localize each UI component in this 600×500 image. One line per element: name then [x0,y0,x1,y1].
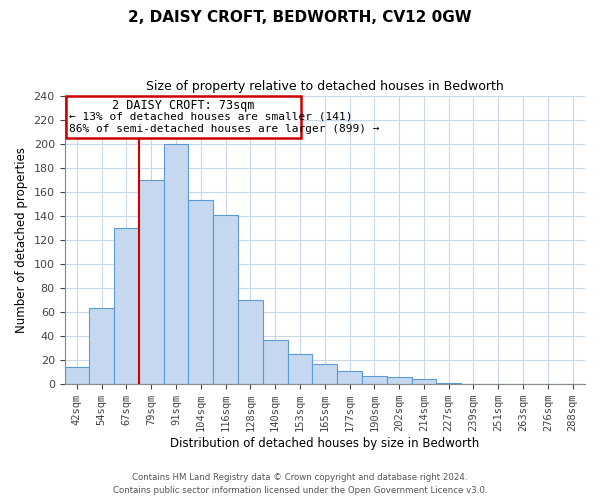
Y-axis label: Number of detached properties: Number of detached properties [15,147,28,333]
Bar [188,200,213,384]
Text: Contains HM Land Registry data © Crown copyright and database right 2024.
Contai: Contains HM Land Registry data © Crown c… [113,474,487,495]
Bar [89,308,114,384]
Bar [337,371,362,384]
Bar [139,180,164,384]
X-axis label: Distribution of detached houses by size in Bedworth: Distribution of detached houses by size … [170,437,479,450]
Bar [263,340,287,384]
Bar [65,368,89,384]
Text: 2 DAISY CROFT: 73sqm: 2 DAISY CROFT: 73sqm [112,99,255,112]
Text: 86% of semi-detached houses are larger (899) →: 86% of semi-detached houses are larger (… [70,124,380,134]
Bar [114,228,139,384]
Title: Size of property relative to detached houses in Bedworth: Size of property relative to detached ho… [146,80,503,93]
Text: 2, DAISY CROFT, BEDWORTH, CV12 0GW: 2, DAISY CROFT, BEDWORTH, CV12 0GW [128,10,472,25]
Bar [362,376,387,384]
FancyBboxPatch shape [66,96,301,138]
Bar [287,354,313,384]
Bar [313,364,337,384]
Bar [238,300,263,384]
Bar [387,377,412,384]
Bar [436,383,461,384]
Bar [164,144,188,384]
Text: ← 13% of detached houses are smaller (141): ← 13% of detached houses are smaller (14… [70,111,353,121]
Bar [213,214,238,384]
Bar [412,380,436,384]
